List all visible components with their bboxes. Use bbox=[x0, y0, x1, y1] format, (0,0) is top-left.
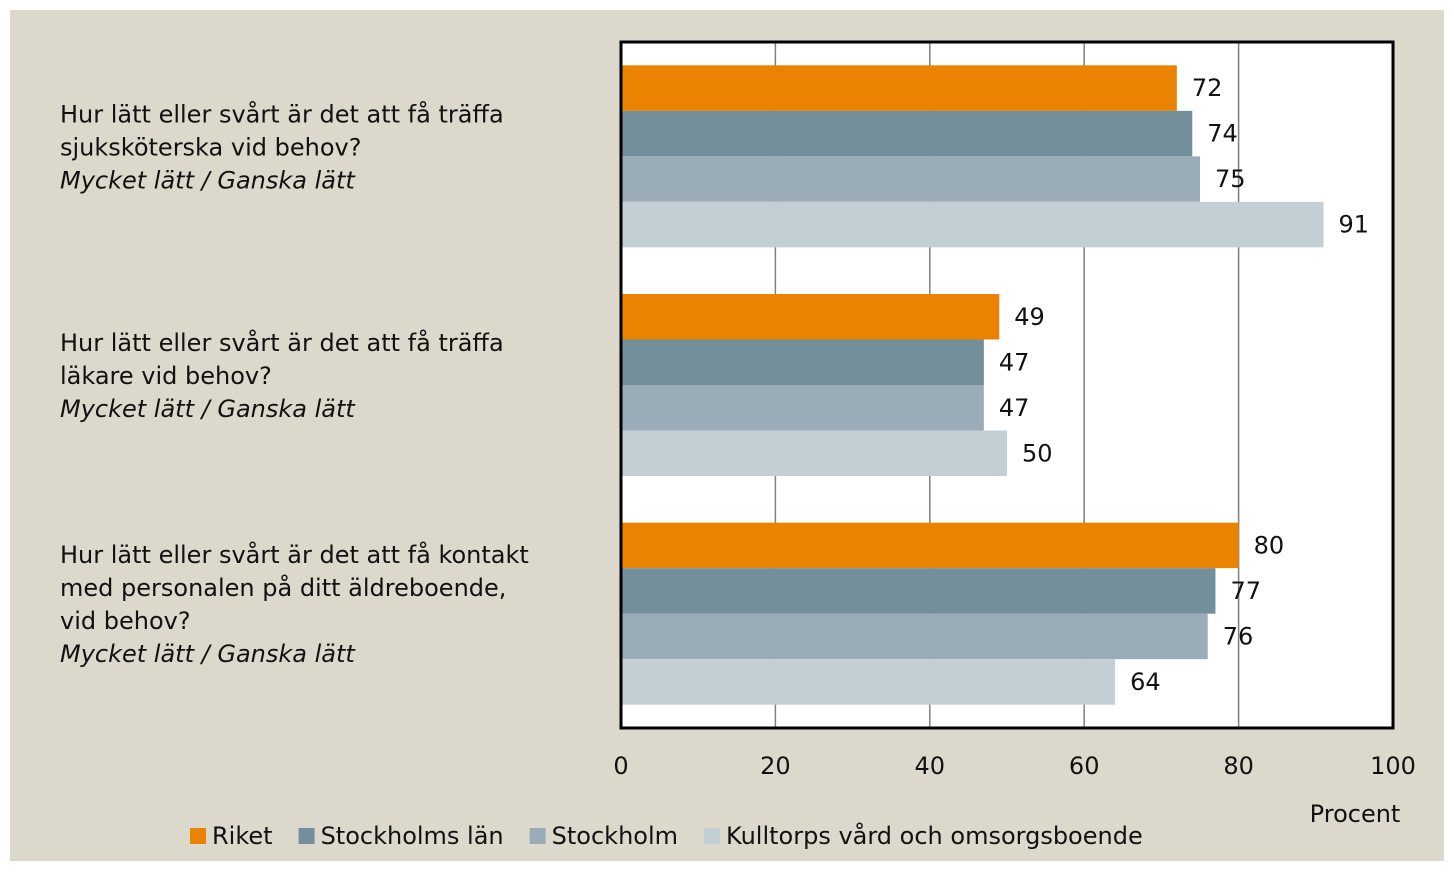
x-axis-label: Procent bbox=[1310, 800, 1401, 828]
legend-label: Stockholms län bbox=[321, 822, 504, 850]
value-label: 91 bbox=[1339, 211, 1370, 239]
category-label: vid behov? bbox=[60, 607, 191, 635]
bar bbox=[621, 385, 984, 431]
category-label: läkare vid behov? bbox=[60, 362, 272, 390]
value-label: 80 bbox=[1254, 531, 1285, 559]
value-label: 47 bbox=[999, 348, 1030, 376]
category-label: sjuksköterska vid behov? bbox=[60, 133, 361, 161]
category-label: med personalen på ditt äldreboende, bbox=[60, 573, 506, 602]
category-label: Hur lätt eller svårt är det att få träff… bbox=[60, 328, 504, 357]
legend-swatch bbox=[298, 828, 315, 844]
category-note: Mycket lätt / Ganska lätt bbox=[60, 166, 356, 194]
x-tick-label: 0 bbox=[613, 752, 628, 780]
category-label: Hur lätt eller svårt är det att få konta… bbox=[60, 540, 529, 569]
value-label: 72 bbox=[1192, 74, 1223, 102]
value-label: 49 bbox=[1014, 303, 1045, 331]
value-label: 64 bbox=[1130, 668, 1161, 696]
value-label: 77 bbox=[1230, 577, 1261, 605]
x-tick-label: 60 bbox=[1069, 752, 1100, 780]
legend-swatch bbox=[190, 828, 206, 844]
category-note: Mycket lätt / Ganska lätt bbox=[60, 395, 356, 423]
legend-label: Kulltorps vård och omsorgsboende bbox=[726, 821, 1143, 850]
legend-label: Riket bbox=[212, 822, 273, 850]
x-tick-label: 20 bbox=[760, 752, 791, 780]
value-label: 47 bbox=[999, 394, 1030, 422]
legend-label: Stockholm bbox=[552, 822, 678, 850]
plot-border bbox=[619, 40, 1395, 730]
bar bbox=[621, 339, 984, 385]
legend-swatch bbox=[704, 828, 721, 844]
bar bbox=[621, 430, 1007, 476]
bar bbox=[621, 156, 1200, 202]
bar bbox=[621, 294, 1000, 340]
bar bbox=[621, 110, 1193, 157]
bar bbox=[621, 613, 1208, 660]
bar bbox=[621, 65, 1177, 111]
value-label: 74 bbox=[1207, 120, 1238, 148]
legend-swatch bbox=[529, 828, 546, 844]
value-label: 76 bbox=[1223, 622, 1254, 650]
value-label: 50 bbox=[1022, 439, 1053, 467]
x-tick-label: 40 bbox=[915, 752, 946, 780]
bar bbox=[621, 659, 1116, 705]
bar bbox=[621, 201, 1324, 248]
x-tick-label: 100 bbox=[1370, 752, 1416, 780]
bar bbox=[621, 522, 1239, 569]
x-tick-label: 80 bbox=[1223, 752, 1254, 780]
category-note: Mycket lätt / Ganska lätt bbox=[60, 640, 356, 668]
value-label: 75 bbox=[1215, 165, 1246, 193]
bar bbox=[621, 568, 1216, 614]
category-label: Hur lätt eller svårt är det att få träff… bbox=[60, 99, 504, 128]
